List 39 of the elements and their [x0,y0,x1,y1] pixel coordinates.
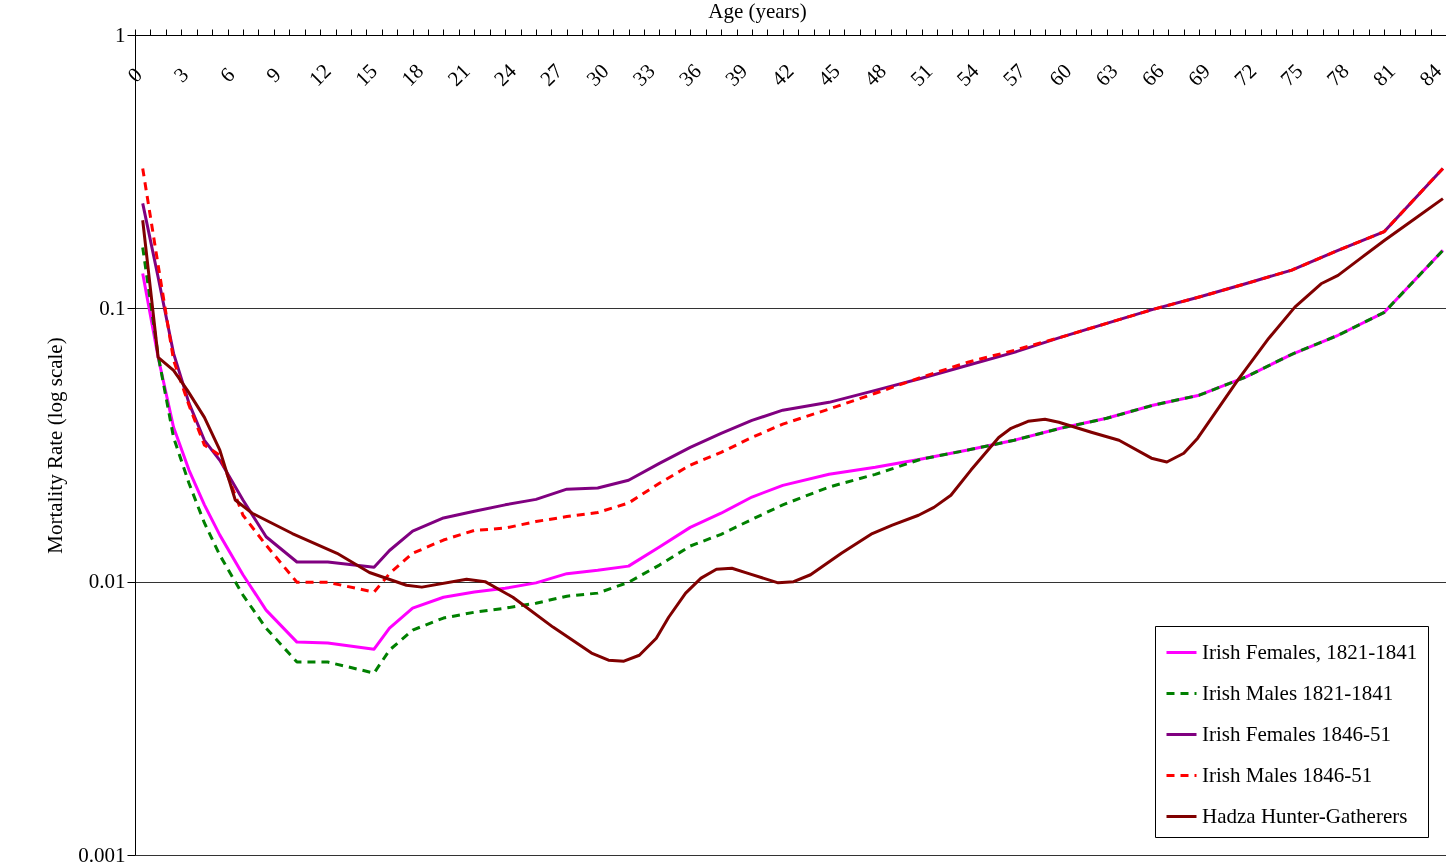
x-tick-label: 57 [998,58,1030,91]
x-tick-label: 18 [396,58,429,91]
legend-label: Irish Males 1846-51 [1202,762,1373,787]
x-tick-label: 66 [1136,58,1169,91]
x-tick-label: 84 [1414,58,1446,91]
y-tick-label: 0.1 [99,295,126,320]
y-tick-label: 1 [115,22,126,47]
x-tick-label: 30 [581,58,614,91]
x-tick-label: 3 [168,62,194,87]
x-tick-label: 51 [905,58,938,91]
x-tick-label: 42 [766,58,799,91]
x-tick-label: 6 [215,62,240,87]
x-tick-label: 45 [812,58,845,91]
x-tick-label: 9 [261,62,286,87]
x-tick-label: 72 [1229,58,1262,91]
x-tick-label: 63 [1090,58,1123,91]
x-tick-label: 27 [535,58,568,91]
y-tick-label: 0.001 [78,842,126,866]
x-tick-label: 48 [859,58,892,91]
y-tick-label: 0.01 [88,569,126,594]
x-tick-label: 39 [720,58,753,91]
x-axis-title: Age (years) [708,0,807,23]
x-tick-label: 69 [1183,58,1215,91]
legend-label: Irish Females, 1821-1841 [1202,639,1418,664]
x-tick-label: 24 [489,58,522,91]
x-tick-label: 21 [442,58,475,91]
legend-label: Irish Females 1846-51 [1202,721,1391,746]
x-tick-label: 12 [303,58,336,91]
x-tick-label: 33 [627,58,660,91]
x-tick-label: 15 [350,58,383,91]
x-tick-label: 81 [1368,58,1401,91]
legend-label: Hadza Hunter-Gatherers [1202,803,1408,828]
legend-label: Irish Males 1821-1841 [1202,680,1394,705]
x-tick-label: 78 [1321,58,1354,91]
y-axis-title: Mortality Rate (log scale) [43,337,68,554]
x-tick-label: 60 [1044,58,1077,91]
x-tick-label: 75 [1275,58,1308,91]
x-tick-label: 54 [951,58,984,91]
x-tick-label: 36 [674,58,706,91]
